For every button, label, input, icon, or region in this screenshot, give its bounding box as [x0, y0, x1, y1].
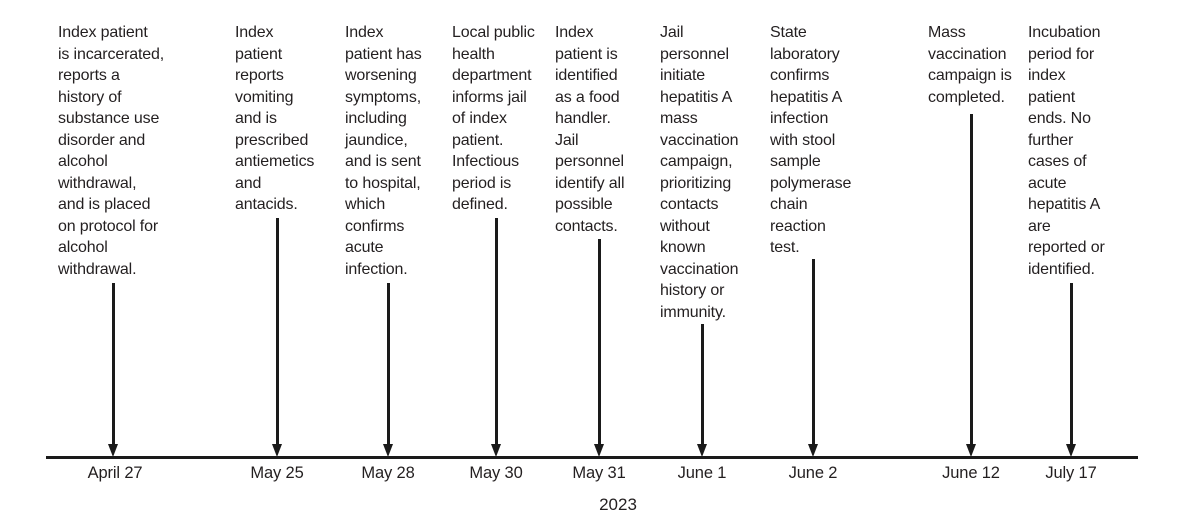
date-label: June 1: [677, 464, 727, 482]
date-label: June 2: [788, 464, 838, 482]
arrow-down-icon: [1066, 444, 1076, 457]
year-label: 2023: [599, 495, 637, 514]
event-text: Index patient reports vomiting and is pr…: [235, 24, 315, 213]
arrow-stem: [1070, 283, 1073, 445]
event-text: Mass vaccination campaign is completed.: [928, 24, 1012, 106]
arrow-stem: [112, 283, 115, 445]
event-text: Index patient is identified as a food ha…: [555, 24, 625, 235]
arrow-down-icon: [594, 444, 604, 457]
event-text: Index patient has worsening symptoms, in…: [345, 24, 422, 278]
arrow-down-icon: [383, 444, 393, 457]
timeline-axis: [46, 456, 1138, 459]
event-text: Jail personnel initiate hepatitis A mass…: [660, 24, 739, 321]
arrow-stem: [495, 218, 498, 445]
date-label: April 27: [87, 464, 143, 482]
event-text: Local public health department informs j…: [452, 24, 535, 213]
arrow-down-icon: [808, 444, 818, 457]
event-text: State laboratory confirms hepatitis A in…: [770, 24, 852, 256]
date-label: May 30: [469, 464, 523, 482]
arrow-stem: [701, 324, 704, 445]
arrow-down-icon: [491, 444, 501, 457]
date-label: May 25: [250, 464, 304, 482]
arrow-down-icon: [108, 444, 118, 457]
arrow-stem: [812, 259, 815, 445]
arrow-stem: [970, 114, 973, 445]
event-text: Incubation period for index patient ends…: [1028, 24, 1105, 278]
date-label: June 12: [942, 464, 1000, 482]
arrow-stem: [598, 239, 601, 445]
arrow-down-icon: [966, 444, 976, 457]
date-label: May 31: [572, 464, 626, 482]
date-label: May 28: [361, 464, 415, 482]
arrow-down-icon: [272, 444, 282, 457]
arrow-stem: [387, 283, 390, 445]
arrow-stem: [276, 218, 279, 445]
event-text: Index patient is incarcerated, reports a…: [58, 24, 165, 278]
arrow-down-icon: [697, 444, 707, 457]
date-label: July 17: [1045, 464, 1097, 482]
